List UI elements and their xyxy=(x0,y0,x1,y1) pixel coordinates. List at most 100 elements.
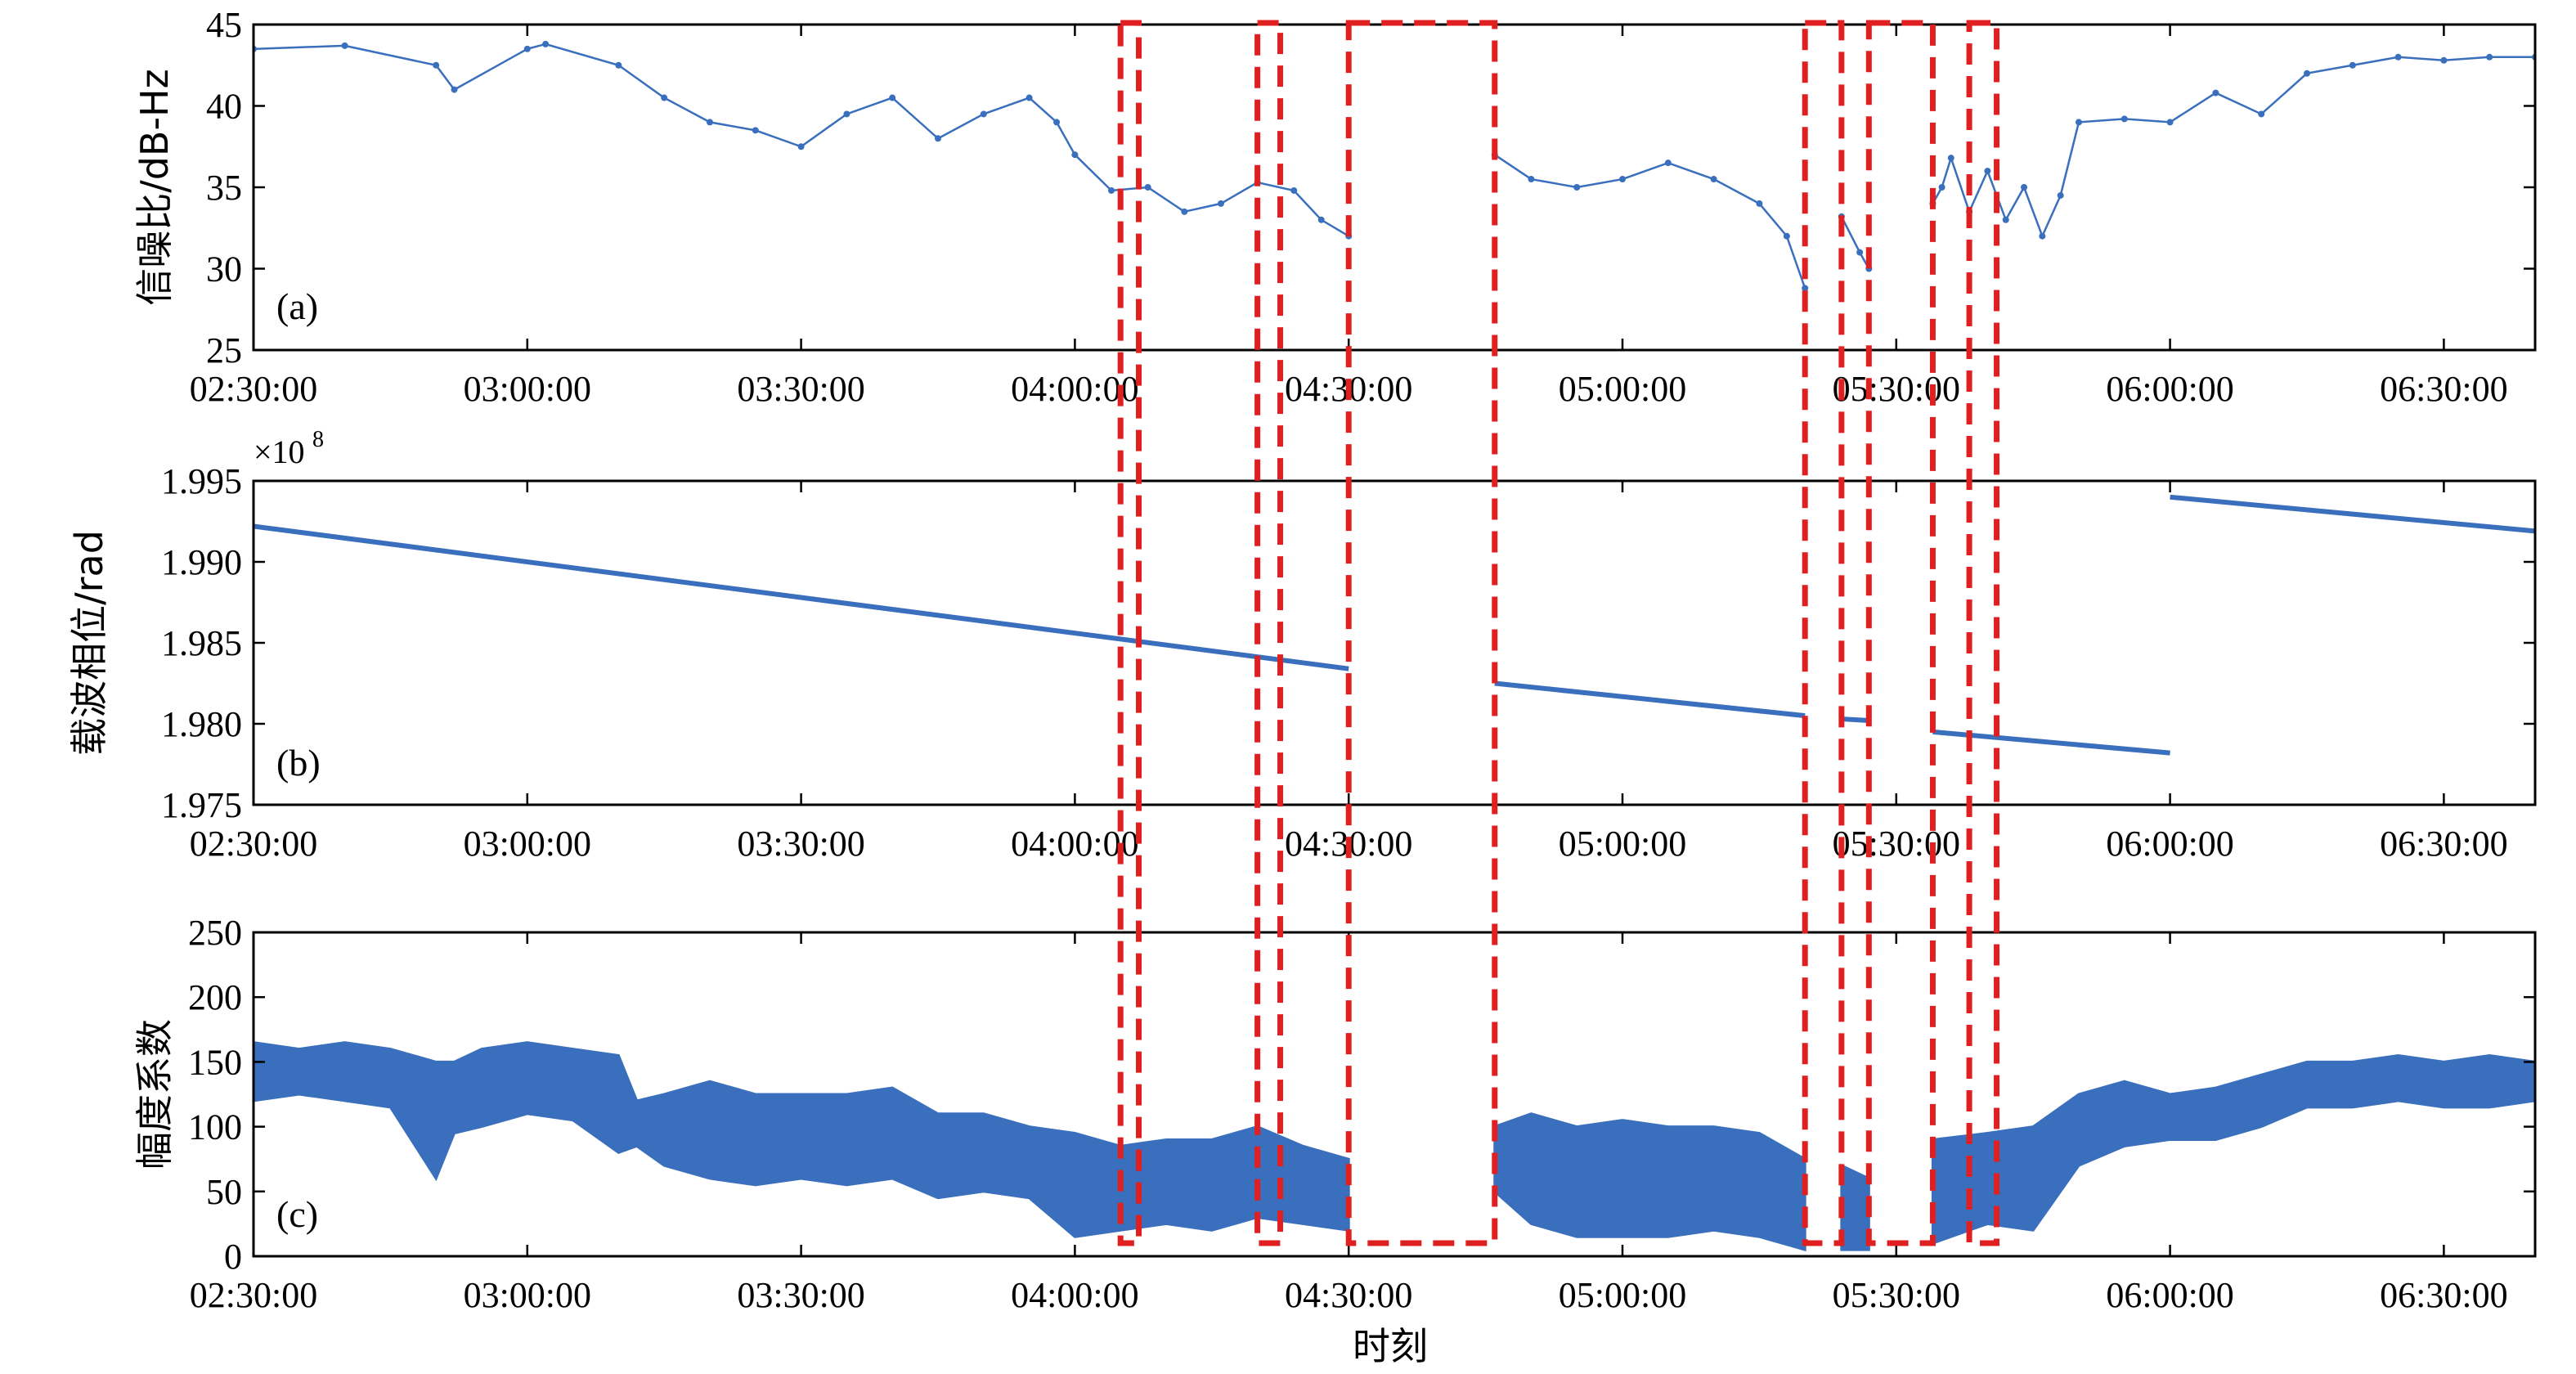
x-tick-label: 05:30:00 xyxy=(1833,369,1960,409)
panel-a-label: (a) xyxy=(276,285,318,327)
data-point xyxy=(1710,176,1717,183)
data-point xyxy=(980,110,987,118)
data-point xyxy=(1947,155,1954,162)
x-tick-label: 06:30:00 xyxy=(2380,1275,2507,1315)
x-tick-label: 05:00:00 xyxy=(1559,1275,1686,1315)
data-point xyxy=(797,143,805,150)
amplitude-band-segment xyxy=(254,1041,1350,1238)
panel-c-y-ticks: 0 50 100 150 200 250 xyxy=(188,913,2535,1277)
highlight-window xyxy=(1802,20,1845,1246)
panel-a-ylabel: 信噪比/dB-Hz xyxy=(132,69,177,306)
data-point xyxy=(1664,159,1672,167)
series-line-segment xyxy=(254,43,1349,237)
highlight-window xyxy=(1966,20,2000,1246)
y-tick-label: 1.980 xyxy=(161,704,242,744)
data-point xyxy=(707,119,713,126)
x-tick-label: 02:30:00 xyxy=(190,1275,317,1315)
data-point xyxy=(2486,53,2493,61)
data-point xyxy=(1053,119,1061,126)
data-point xyxy=(2057,191,2064,199)
y-tick-label: 30 xyxy=(206,249,242,290)
y-tick-label: 1.995 xyxy=(161,461,242,501)
y-tick-label: 50 xyxy=(206,1172,242,1212)
x-tick-label: 05:30:00 xyxy=(1833,1275,1960,1315)
data-point xyxy=(1938,184,1945,191)
panel-c-data xyxy=(254,1041,2535,1252)
x-axis-label: 时刻 xyxy=(1353,1324,1428,1368)
data-point xyxy=(451,86,458,93)
amplitude-band-segment xyxy=(1840,1163,1870,1251)
data-point xyxy=(2120,115,2128,123)
x-tick-label: 04:00:00 xyxy=(1011,824,1138,864)
x-tick-label: 06:30:00 xyxy=(2380,369,2507,409)
data-point xyxy=(1181,208,1188,215)
data-point xyxy=(2166,119,2174,126)
series-line-segment xyxy=(1932,729,2170,756)
x-tick-label: 04:00:00 xyxy=(1011,369,1138,409)
data-point xyxy=(615,61,622,69)
panel-a-x-ticks: 02:30:00 03:00:00 03:30:00 04:00:00 04:30:00… xyxy=(190,25,2508,409)
series-line-segment xyxy=(254,523,1349,671)
panel-b-y-ticks: 1.975 1.980 1.985 1.990 1.995 xyxy=(161,461,2535,825)
amplitude-band-segment xyxy=(1493,1112,1806,1252)
panel-b: 1.975 1.980 1.985 1.990 1.995 02:30:00 03:00:… xyxy=(67,427,2537,864)
x-tick-label: 03:00:00 xyxy=(464,1275,591,1315)
data-point xyxy=(1802,285,1809,292)
series-line-segment xyxy=(1932,56,2535,239)
highlight-window xyxy=(1117,20,1142,1246)
x-tick-label: 04:00:00 xyxy=(1011,1275,1138,1315)
x-tick-label: 06:00:00 xyxy=(2106,1275,2233,1315)
x-tick-label: 03:00:00 xyxy=(464,369,591,409)
highlight-window xyxy=(1865,20,1936,1246)
data-point xyxy=(2076,119,2082,126)
data-point xyxy=(935,135,941,142)
y-tick-label: 1.985 xyxy=(161,623,242,663)
data-point xyxy=(2394,53,2402,61)
data-point xyxy=(2002,216,2009,223)
x-tick-label: 03:00:00 xyxy=(464,824,591,864)
x-tick-label: 04:30:00 xyxy=(1285,1275,1412,1315)
data-point xyxy=(1783,232,1790,240)
x-tick-label: 05:00:00 xyxy=(1559,369,1686,409)
x-tick-label: 05:00:00 xyxy=(1559,824,1686,864)
panel-b-exponent-base: ×10 xyxy=(254,433,305,470)
series-line-segment xyxy=(1841,716,1869,724)
y-tick-label: 25 xyxy=(206,330,242,370)
x-tick-label: 05:30:00 xyxy=(1833,824,1960,864)
data-point xyxy=(1290,186,1298,194)
y-tick-label: 0 xyxy=(224,1237,242,1277)
data-point xyxy=(1756,200,1763,207)
series-line-segment xyxy=(2170,494,2535,534)
series-line-segment xyxy=(1494,154,1806,289)
x-tick-label: 02:30:00 xyxy=(190,824,317,864)
x-tick-label: 03:30:00 xyxy=(737,369,864,409)
panel-c: 0 50 100 150 200 250 02:30:00 03:00:00 03:30:00… xyxy=(132,913,2537,1315)
data-point xyxy=(341,42,348,49)
data-point xyxy=(1856,249,1864,256)
data-point xyxy=(1619,176,1626,183)
data-point xyxy=(1317,216,1325,223)
x-tick-label: 02:30:00 xyxy=(190,369,317,409)
panel-c-x-ticks: 02:30:00 03:00:00 03:30:00 04:00:00 04:30:00… xyxy=(190,932,2508,1315)
y-tick-label: 35 xyxy=(206,168,242,208)
y-tick-label: 150 xyxy=(188,1042,242,1082)
x-tick-label: 06:00:00 xyxy=(2106,369,2233,409)
panel-a-frame xyxy=(252,23,2537,352)
data-point xyxy=(542,40,550,47)
y-tick-label: 45 xyxy=(206,5,242,45)
data-point xyxy=(2039,232,2046,240)
data-point xyxy=(1071,151,1079,159)
data-point xyxy=(1108,186,1115,194)
data-point xyxy=(2304,70,2310,77)
y-tick-label: 200 xyxy=(188,977,242,1017)
data-point xyxy=(1528,176,1535,183)
data-point xyxy=(661,94,668,101)
data-point xyxy=(523,45,531,52)
data-point xyxy=(843,110,850,118)
panel-c-ylabel: 幅度系数 xyxy=(132,1019,177,1170)
series-line-segment xyxy=(1494,680,1806,719)
panel-a: 25 30 35 40 45 02:30:00 03:00:00 03:30:00 04:00… xyxy=(132,5,2537,409)
panel-b-label: (b) xyxy=(276,742,321,784)
y-tick-label: 250 xyxy=(188,913,242,953)
